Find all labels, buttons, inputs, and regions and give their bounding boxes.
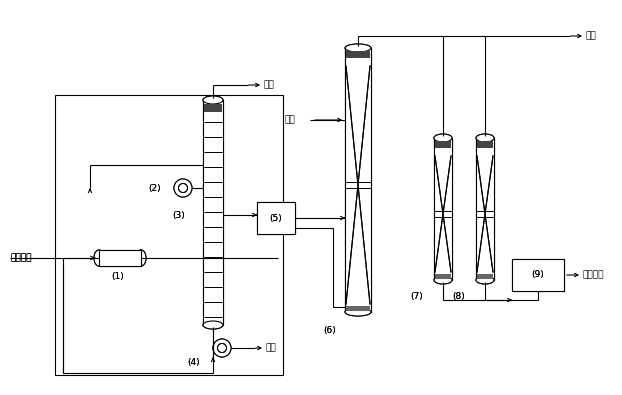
Text: 酸性废水: 酸性废水 bbox=[10, 254, 32, 263]
Bar bbox=[477, 274, 493, 279]
Text: (8): (8) bbox=[452, 292, 465, 301]
Bar bbox=[346, 306, 370, 311]
Text: 液氨: 液氨 bbox=[285, 115, 295, 124]
Text: (5): (5) bbox=[269, 214, 282, 222]
Bar bbox=[477, 141, 493, 148]
Bar bbox=[257, 202, 295, 234]
Ellipse shape bbox=[345, 308, 371, 316]
Text: 精制氢气: 精制氢气 bbox=[583, 271, 605, 280]
Ellipse shape bbox=[345, 308, 371, 316]
Text: (7): (7) bbox=[411, 292, 423, 301]
Text: 酸性废水: 酸性废水 bbox=[10, 254, 32, 263]
Circle shape bbox=[213, 339, 231, 357]
Text: (5): (5) bbox=[269, 214, 282, 222]
Circle shape bbox=[174, 179, 192, 197]
Text: (7): (7) bbox=[411, 292, 423, 301]
Text: (3): (3) bbox=[172, 211, 185, 220]
Bar bbox=[434, 138, 452, 280]
Ellipse shape bbox=[434, 134, 452, 142]
Bar bbox=[99, 250, 141, 266]
Bar bbox=[204, 104, 222, 112]
Ellipse shape bbox=[434, 276, 452, 284]
Ellipse shape bbox=[203, 96, 223, 104]
Text: (4): (4) bbox=[187, 357, 200, 367]
Text: (8): (8) bbox=[452, 292, 465, 301]
Bar bbox=[55, 95, 283, 375]
Bar bbox=[203, 100, 223, 325]
Ellipse shape bbox=[203, 321, 223, 329]
Bar bbox=[476, 138, 494, 280]
Ellipse shape bbox=[345, 44, 371, 52]
Text: (6): (6) bbox=[323, 325, 336, 335]
Text: 废气: 废气 bbox=[586, 32, 596, 41]
Bar bbox=[435, 274, 451, 279]
Ellipse shape bbox=[476, 134, 494, 142]
Text: (2): (2) bbox=[149, 184, 161, 192]
Ellipse shape bbox=[94, 250, 104, 266]
Ellipse shape bbox=[476, 134, 494, 142]
Ellipse shape bbox=[203, 96, 223, 104]
Bar bbox=[435, 274, 451, 279]
Ellipse shape bbox=[434, 134, 452, 142]
Text: 废气: 废气 bbox=[264, 81, 275, 90]
Ellipse shape bbox=[434, 276, 452, 284]
Ellipse shape bbox=[136, 250, 146, 266]
Bar bbox=[257, 202, 295, 234]
Bar bbox=[435, 141, 451, 148]
Ellipse shape bbox=[345, 44, 371, 52]
Bar bbox=[477, 141, 493, 148]
Ellipse shape bbox=[94, 250, 104, 266]
Ellipse shape bbox=[476, 276, 494, 284]
Bar bbox=[435, 141, 451, 148]
Bar bbox=[346, 306, 370, 311]
Bar bbox=[346, 51, 370, 58]
Text: (9): (9) bbox=[532, 271, 544, 280]
Bar bbox=[512, 259, 564, 291]
Bar bbox=[512, 259, 564, 291]
Text: (6): (6) bbox=[323, 325, 336, 335]
Ellipse shape bbox=[476, 276, 494, 284]
Text: (1): (1) bbox=[111, 271, 124, 280]
Bar bbox=[345, 48, 371, 312]
Text: 废水: 废水 bbox=[266, 344, 277, 352]
Bar bbox=[346, 51, 370, 58]
Circle shape bbox=[213, 339, 231, 357]
Bar bbox=[99, 250, 141, 266]
Bar bbox=[345, 48, 371, 312]
Bar bbox=[434, 138, 452, 280]
Bar bbox=[477, 274, 493, 279]
Ellipse shape bbox=[136, 250, 146, 266]
Text: (3): (3) bbox=[172, 211, 185, 220]
Bar bbox=[204, 104, 222, 112]
Bar bbox=[476, 138, 494, 280]
Ellipse shape bbox=[203, 321, 223, 329]
Circle shape bbox=[174, 179, 192, 197]
Bar bbox=[203, 100, 223, 325]
Text: (9): (9) bbox=[532, 271, 544, 280]
Text: (4): (4) bbox=[187, 357, 200, 367]
Text: (2): (2) bbox=[149, 184, 161, 192]
Text: (1): (1) bbox=[111, 271, 124, 280]
